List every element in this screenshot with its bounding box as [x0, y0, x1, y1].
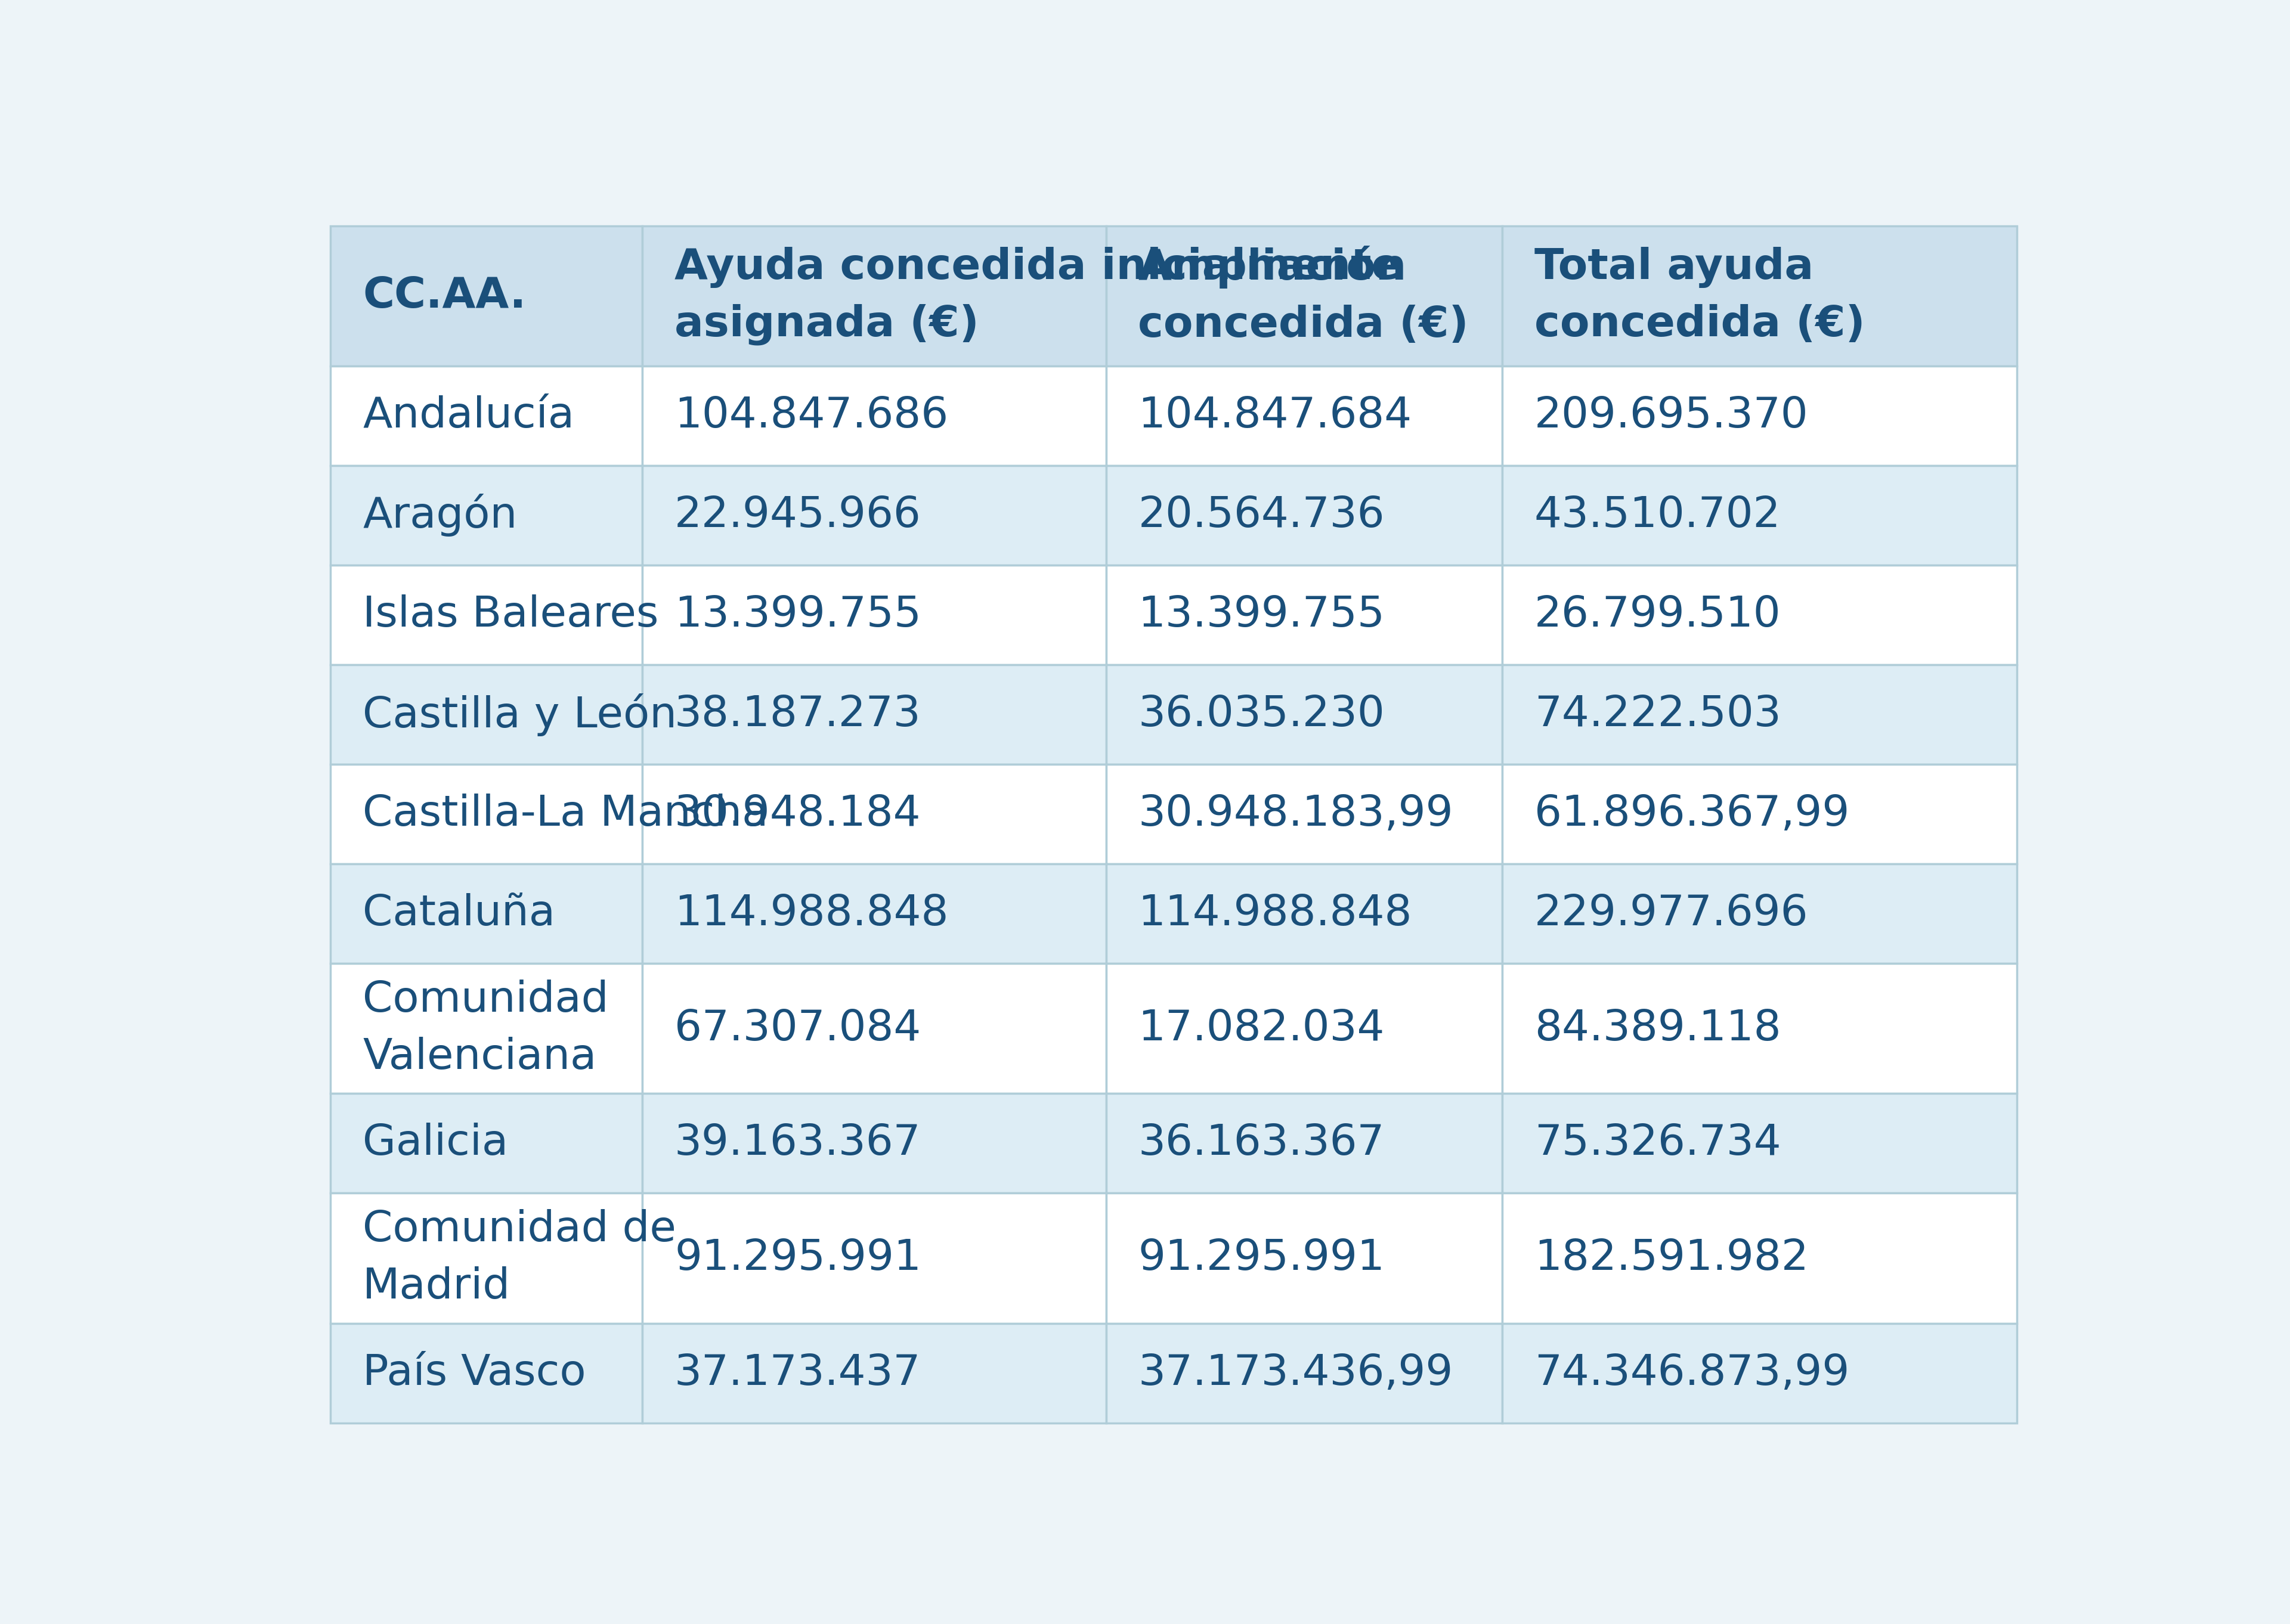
- Text: 26.799.510: 26.799.510: [1534, 594, 1782, 635]
- Bar: [330, 565, 643, 664]
- Text: 114.988.848: 114.988.848: [676, 893, 948, 934]
- Bar: [330, 765, 643, 864]
- Bar: [1106, 1194, 1502, 1324]
- Bar: [330, 365, 643, 466]
- Text: Cataluña: Cataluña: [362, 893, 554, 934]
- Text: 22.945.966: 22.945.966: [676, 495, 921, 536]
- Text: 38.187.273: 38.187.273: [676, 693, 921, 736]
- Bar: [330, 664, 643, 765]
- Text: CC.AA.: CC.AA.: [362, 276, 527, 317]
- Text: 229.977.696: 229.977.696: [1534, 893, 1809, 934]
- Bar: [330, 963, 643, 1093]
- Text: Aragón: Aragón: [362, 494, 518, 538]
- Text: 30.948.183,99: 30.948.183,99: [1138, 794, 1454, 835]
- Text: 91.295.991: 91.295.991: [676, 1237, 921, 1278]
- Text: 209.695.370: 209.695.370: [1534, 395, 1809, 437]
- Bar: [1502, 963, 2017, 1093]
- Bar: [1106, 864, 1502, 963]
- Text: Comunidad
Valenciana: Comunidad Valenciana: [362, 979, 609, 1078]
- Text: País Vasco: País Vasco: [362, 1353, 586, 1393]
- Text: 20.564.736: 20.564.736: [1138, 495, 1385, 536]
- Bar: [330, 1194, 643, 1324]
- Bar: [643, 1324, 1106, 1423]
- Text: 182.591.982: 182.591.982: [1534, 1237, 1809, 1278]
- Bar: [643, 466, 1106, 565]
- Bar: [330, 1324, 643, 1423]
- Bar: [1502, 765, 2017, 864]
- Bar: [1502, 365, 2017, 466]
- Bar: [1502, 565, 2017, 664]
- Text: 74.346.873,99: 74.346.873,99: [1534, 1353, 1850, 1393]
- Bar: [643, 1093, 1106, 1194]
- Bar: [1106, 765, 1502, 864]
- Bar: [1106, 226, 1502, 365]
- Bar: [643, 226, 1106, 365]
- Text: 36.035.230: 36.035.230: [1138, 693, 1385, 736]
- Bar: [1106, 1093, 1502, 1194]
- Text: Castilla y León: Castilla y León: [362, 693, 678, 736]
- Text: Total ayuda
concedida (€): Total ayuda concedida (€): [1534, 247, 1864, 346]
- Text: 37.173.436,99: 37.173.436,99: [1138, 1353, 1454, 1393]
- Text: 13.399.755: 13.399.755: [1138, 594, 1385, 635]
- Bar: [643, 365, 1106, 466]
- Text: 37.173.437: 37.173.437: [676, 1353, 921, 1393]
- Text: 13.399.755: 13.399.755: [676, 594, 921, 635]
- Bar: [330, 1093, 643, 1194]
- Text: Andalucía: Andalucía: [362, 395, 575, 437]
- Bar: [1106, 565, 1502, 664]
- Text: 91.295.991: 91.295.991: [1138, 1237, 1385, 1278]
- Text: Islas Baleares: Islas Baleares: [362, 594, 660, 635]
- Text: 84.389.118: 84.389.118: [1534, 1009, 1782, 1049]
- Text: 39.163.367: 39.163.367: [676, 1122, 921, 1164]
- Text: 75.326.734: 75.326.734: [1534, 1122, 1782, 1164]
- Text: Galicia: Galicia: [362, 1122, 508, 1164]
- Bar: [643, 765, 1106, 864]
- Bar: [1502, 864, 2017, 963]
- Bar: [1106, 365, 1502, 466]
- Text: 36.163.367: 36.163.367: [1138, 1122, 1385, 1164]
- Text: 67.307.084: 67.307.084: [676, 1009, 921, 1049]
- Bar: [1106, 963, 1502, 1093]
- Bar: [643, 963, 1106, 1093]
- Bar: [1502, 1194, 2017, 1324]
- Text: 17.082.034: 17.082.034: [1138, 1009, 1385, 1049]
- Text: 43.510.702: 43.510.702: [1534, 495, 1782, 536]
- Bar: [643, 664, 1106, 765]
- Text: 104.847.686: 104.847.686: [676, 395, 948, 437]
- Text: Ayuda concedida inicialmente
asignada (€): Ayuda concedida inicialmente asignada (€…: [676, 247, 1401, 346]
- Text: 30.948.184: 30.948.184: [676, 794, 921, 835]
- Bar: [330, 466, 643, 565]
- Text: Comunidad de
Madrid: Comunidad de Madrid: [362, 1208, 676, 1307]
- Bar: [1502, 1093, 2017, 1194]
- Bar: [1502, 226, 2017, 365]
- Bar: [1106, 466, 1502, 565]
- Bar: [643, 565, 1106, 664]
- Bar: [643, 864, 1106, 963]
- Bar: [643, 1194, 1106, 1324]
- Bar: [1502, 1324, 2017, 1423]
- Bar: [1106, 1324, 1502, 1423]
- Text: Ampliación
concedida (€): Ampliación concedida (€): [1138, 245, 1468, 346]
- Bar: [330, 226, 643, 365]
- Text: Castilla-La Mancha: Castilla-La Mancha: [362, 794, 769, 835]
- Text: 114.988.848: 114.988.848: [1138, 893, 1413, 934]
- Text: 74.222.503: 74.222.503: [1534, 693, 1782, 736]
- Text: 61.896.367,99: 61.896.367,99: [1534, 794, 1850, 835]
- Text: 104.847.684: 104.847.684: [1138, 395, 1413, 437]
- Bar: [1106, 664, 1502, 765]
- Bar: [1502, 664, 2017, 765]
- Bar: [1502, 466, 2017, 565]
- Bar: [330, 864, 643, 963]
